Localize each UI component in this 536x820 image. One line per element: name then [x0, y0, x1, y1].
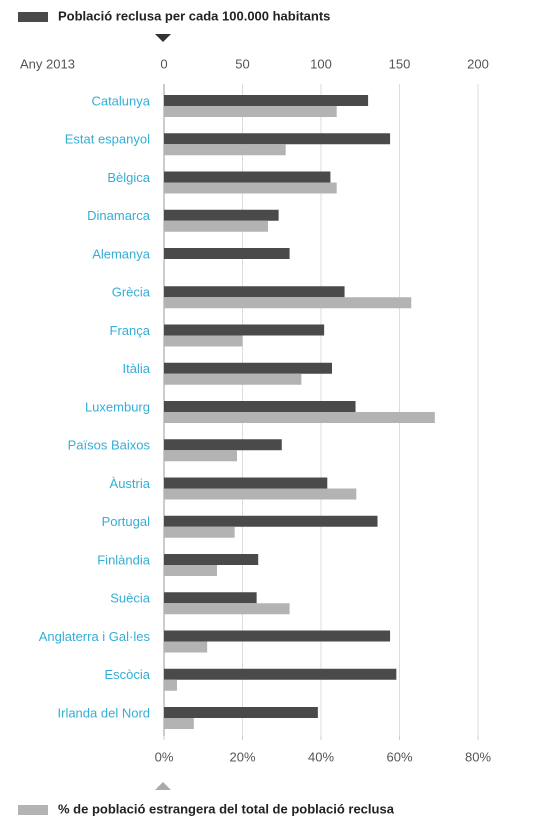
category-label: França: [110, 323, 151, 338]
bar: [164, 488, 357, 500]
bar: [164, 554, 259, 565]
x2-tick-label: 0%: [155, 749, 174, 764]
x2-tick-label: 80%: [465, 749, 491, 764]
bar: [164, 603, 290, 615]
bar: [164, 718, 194, 729]
bar: [164, 641, 208, 653]
category-label: Països Baixos: [68, 438, 151, 453]
bar: [164, 592, 257, 604]
legend-swatch: [18, 805, 48, 815]
bar: [164, 477, 328, 489]
category-label: Anglaterra i Gal·les: [39, 629, 151, 644]
x2-tick-label: 60%: [386, 749, 412, 764]
bar: [164, 515, 378, 527]
category-label: Alemanya: [92, 246, 151, 261]
bar: [164, 565, 217, 576]
x2-tick-label: 20%: [229, 749, 255, 764]
category-label: Suècia: [110, 591, 151, 606]
bar: [164, 630, 391, 642]
bar: [164, 171, 331, 183]
bar: [164, 182, 337, 194]
bar: [164, 133, 391, 145]
bottom-axis-marker: [155, 782, 171, 790]
x-tick-label: 100: [310, 56, 332, 71]
category-label: Estat espanyol: [65, 132, 150, 147]
top-axis-marker: [155, 34, 171, 42]
category-label: Dinamarca: [87, 208, 151, 223]
category-label: Finlàndia: [97, 552, 151, 567]
bar: [164, 248, 290, 259]
category-label: Àustria: [110, 476, 151, 491]
bar: [164, 144, 286, 156]
bar: [164, 220, 269, 232]
bar: [164, 362, 332, 374]
bar: [164, 668, 397, 680]
bar: [164, 707, 318, 718]
bar: [164, 286, 345, 298]
x-tick-label: 150: [389, 56, 411, 71]
bar: [164, 526, 235, 538]
bar: [164, 373, 302, 385]
x-tick-label: 0: [160, 56, 167, 71]
category-label: Portugal: [102, 514, 151, 529]
legend-label: % de població estrangera del total de po…: [58, 801, 395, 816]
x-tick-label: 200: [467, 56, 489, 71]
bar: [164, 209, 279, 221]
bar: [164, 335, 243, 347]
category-label: Itàlia: [123, 361, 151, 376]
bar: [164, 401, 356, 412]
bar: [164, 450, 238, 462]
bar: [164, 324, 325, 336]
bar: [164, 95, 369, 106]
legend-label: Població reclusa per cada 100.000 habita…: [58, 8, 330, 23]
annotation: Any 2013: [20, 56, 75, 71]
bar: [164, 297, 412, 309]
x2-tick-label: 40%: [308, 749, 334, 764]
category-label: Escòcia: [104, 667, 150, 682]
bar: [164, 679, 177, 691]
bar: [164, 439, 282, 451]
category-label: Catalunya: [91, 93, 150, 108]
bar: [164, 412, 435, 423]
category-label: Bèlgica: [107, 170, 150, 185]
category-label: Grècia: [112, 285, 151, 300]
category-label: Luxemburg: [85, 399, 150, 414]
bar: [164, 106, 337, 117]
x-tick-label: 50: [235, 56, 249, 71]
category-label: Irlanda del Nord: [58, 705, 151, 720]
legend-swatch: [18, 12, 48, 22]
